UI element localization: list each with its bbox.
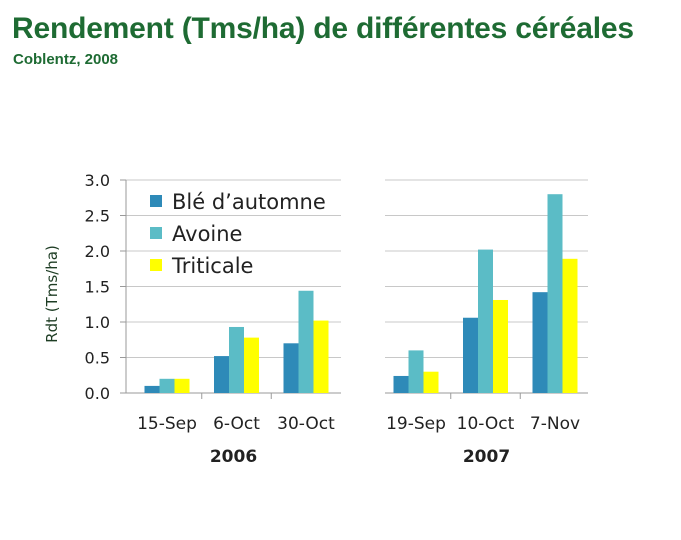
bar-2006-0-1	[159, 378, 175, 393]
bar-2006-2-1	[298, 290, 314, 393]
bar-2007-1-0	[463, 317, 478, 393]
bar-2006-0-2	[174, 378, 190, 393]
x-category-label: 10-Oct	[457, 414, 515, 434]
y-tick-label: 0.0	[85, 384, 110, 403]
y-tick-label: 1.0	[85, 313, 110, 332]
bar-2007-0-1	[408, 350, 424, 393]
y-tick-label: 3.0	[85, 171, 110, 190]
bar-2007-2-1	[547, 194, 563, 393]
y-tick-label: 0.5	[85, 349, 110, 368]
x-category-label: 15-Sep	[137, 414, 197, 434]
bar-2006-2-2	[313, 320, 329, 393]
bar-2006-1-0	[214, 356, 229, 393]
bar-2007-2-0	[532, 292, 548, 393]
x-category-label: 30-Oct	[277, 414, 335, 434]
x-group-label: 2007	[463, 447, 510, 467]
bar-2006-1-2	[244, 337, 259, 393]
page-subtitle: Coblentz, 2008	[13, 51, 119, 68]
bar-2007-2-2	[562, 258, 578, 393]
y-tick-label: 2.0	[85, 242, 110, 261]
legend-label: Avoine	[172, 222, 242, 246]
legend-swatch	[150, 259, 162, 271]
x-group-label: 2006	[210, 447, 257, 467]
x-category-label: 19-Sep	[386, 414, 446, 434]
y-tick-label: 2.5	[85, 207, 110, 226]
bar-2007-1-2	[493, 299, 508, 393]
bar-2006-1-1	[229, 326, 244, 393]
bar-2007-1-1	[478, 249, 493, 393]
bar-2007-0-0	[393, 375, 409, 393]
legend-label: Triticale	[171, 254, 253, 278]
bar-2007-0-2	[423, 371, 439, 393]
legend-swatch	[150, 195, 162, 207]
legend-swatch	[150, 227, 162, 239]
legend-label: Blé d’automne	[172, 190, 326, 214]
y-axis-title: Rdt (Tms/ha)	[43, 245, 61, 343]
bar-2006-2-0	[283, 343, 299, 393]
y-tick-label: 1.5	[85, 278, 110, 297]
page-title: Rendement (Tms/ha) de différentes céréal…	[12, 12, 634, 45]
x-category-label: 6-Oct	[213, 414, 260, 434]
bar-2006-0-0	[144, 385, 160, 393]
x-category-label: 7-Nov	[530, 414, 580, 434]
